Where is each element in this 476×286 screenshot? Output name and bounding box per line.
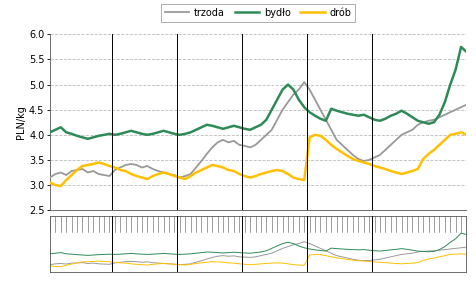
Legend: trzoda, bydło, drób: trzoda, bydło, drób — [161, 4, 356, 22]
Y-axis label: PLN/kg: PLN/kg — [16, 105, 26, 139]
